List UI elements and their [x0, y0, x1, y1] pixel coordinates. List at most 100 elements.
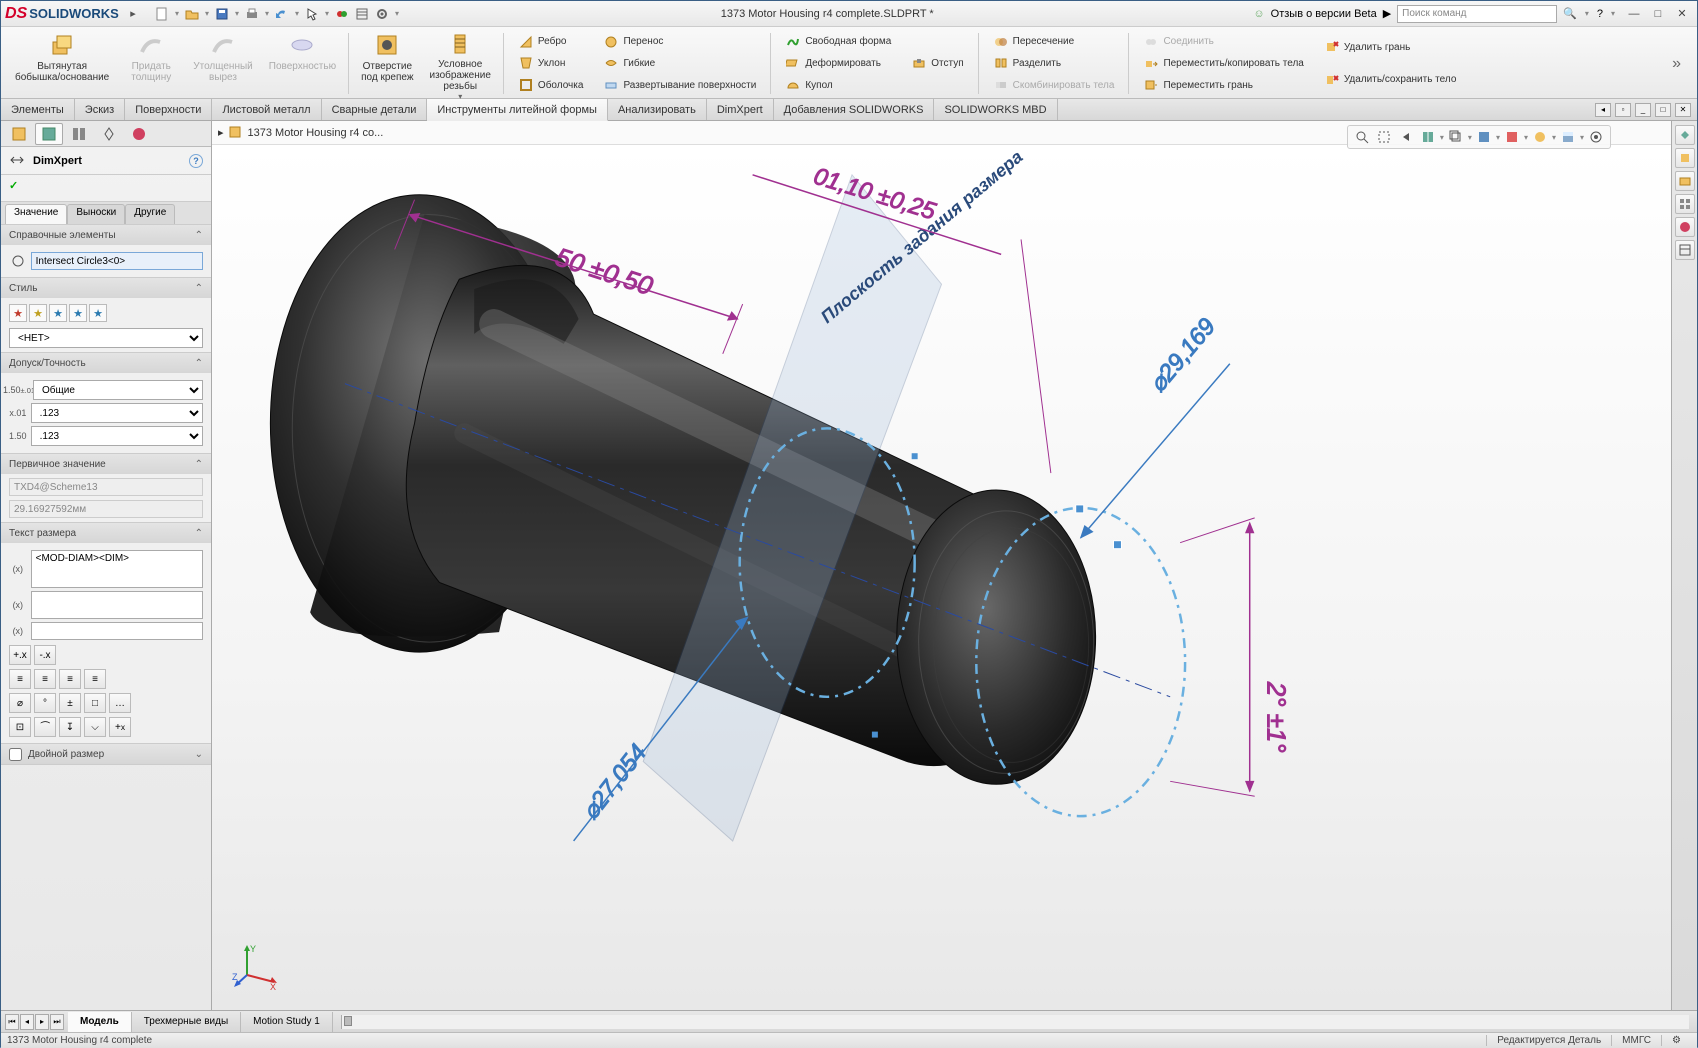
doc-prev-button[interactable]: ◂	[1595, 103, 1611, 117]
justify-left[interactable]: ≡	[9, 669, 31, 689]
search-icon[interactable]: 🔍	[1563, 7, 1577, 20]
hide-show-button[interactable]	[1502, 128, 1522, 146]
bt-next[interactable]: ▸	[35, 1014, 49, 1030]
dimxpert-manager-tab[interactable]	[95, 123, 123, 145]
style-fav-4[interactable]: ★	[69, 304, 87, 322]
tab-surfaces[interactable]: Поверхности	[125, 99, 212, 120]
print-button[interactable]	[243, 5, 261, 23]
view-triad[interactable]: Y X Z	[232, 940, 282, 990]
section-view-button[interactable]	[1418, 128, 1438, 146]
taskpane-custom-props[interactable]	[1675, 240, 1695, 260]
rebuild-button[interactable]	[333, 5, 351, 23]
beta-feedback-link[interactable]: Отзыв о версии Beta	[1271, 8, 1377, 20]
sym-more[interactable]: …	[109, 693, 131, 713]
tab-dimxpert[interactable]: DimXpert	[707, 99, 774, 120]
beta-smiley-icon[interactable]: ☺	[1253, 8, 1264, 20]
ribbon-surface-cut[interactable]: Поверхностью	[263, 29, 342, 98]
ribbon-rib[interactable]: Ребро	[514, 32, 588, 52]
select-button[interactable]	[303, 5, 321, 23]
ribbon-indent[interactable]: Отступ	[907, 54, 967, 74]
ribbon-join[interactable]: Соединить	[1139, 32, 1307, 52]
ribbon-move-face[interactable]: Переместить грань	[1139, 75, 1307, 95]
tol-type-select[interactable]: Общие	[33, 380, 203, 400]
pm-help-button[interactable]: ?	[189, 154, 203, 168]
ribbon-draft[interactable]: Уклон	[514, 53, 588, 73]
justify-right[interactable]: ≡	[59, 669, 81, 689]
tol-prec2-select[interactable]: .123	[31, 426, 203, 446]
handle-4[interactable]	[912, 453, 918, 459]
primary-name-input[interactable]	[9, 478, 203, 496]
geom-2[interactable]: ⏜	[34, 717, 56, 737]
tab-sketch[interactable]: Эскиз	[75, 99, 125, 120]
bt-prev[interactable]: ◂	[20, 1014, 34, 1030]
ribbon-extruded-boss[interactable]: Вытянутая бобышка/основание	[9, 29, 115, 98]
taskpane-resources[interactable]	[1675, 125, 1695, 145]
sym-square[interactable]: □	[84, 693, 106, 713]
style-select[interactable]: <НЕТ>	[9, 328, 203, 348]
section-tolerance[interactable]: Допуск/Точность⌃	[1, 353, 211, 373]
tab-sheetmetal[interactable]: Листовой металл	[212, 99, 321, 120]
settings-button[interactable]	[373, 5, 391, 23]
apply-scene-button[interactable]	[1558, 128, 1578, 146]
tol-prec1-select[interactable]: .123	[31, 403, 203, 423]
style-fav-1[interactable]: ★	[9, 304, 27, 322]
undo-button[interactable]	[273, 5, 291, 23]
subtab-leaders[interactable]: Выноски	[67, 204, 125, 224]
minimize-button[interactable]: —	[1623, 5, 1645, 23]
bt-first[interactable]: ⏮	[5, 1014, 19, 1030]
view-orient-button[interactable]	[1446, 128, 1466, 146]
ribbon-flatten-surface[interactable]: Развертывание поверхности	[599, 75, 760, 95]
tab-weldments[interactable]: Сварные детали	[322, 99, 428, 120]
section-dimtext[interactable]: Текст размера⌃	[1, 523, 211, 543]
tab-moldtools[interactable]: Инструменты литейной формы	[427, 99, 608, 121]
justify-center[interactable]: ≡	[34, 669, 56, 689]
options-button[interactable]	[353, 5, 371, 23]
primary-value-input[interactable]	[9, 500, 203, 518]
dimtext-prefix-input[interactable]	[31, 622, 203, 640]
handle-3[interactable]	[872, 732, 878, 738]
geom-1[interactable]: ⊡	[9, 717, 31, 737]
geom-more[interactable]: +x	[109, 717, 131, 737]
ribbon-freeform[interactable]: Свободная форма	[781, 32, 895, 52]
pm-ok-button[interactable]: ✓	[1, 175, 211, 195]
app-menu-dropdown[interactable]: ▸	[125, 7, 141, 20]
breadcrumb-arrow[interactable]: ▸	[218, 126, 224, 139]
ribbon-overflow[interactable]: »	[1664, 29, 1689, 98]
maximize-button[interactable]: □	[1647, 5, 1669, 23]
viewport-canvas[interactable]: Плоскость задания размера	[212, 145, 1671, 1010]
tab-evaluate[interactable]: Анализировать	[608, 99, 707, 120]
edit-appearance-button[interactable]	[1530, 128, 1550, 146]
display-style-button[interactable]	[1474, 128, 1494, 146]
section-reference[interactable]: Справочные элементы⌃	[1, 225, 211, 245]
sym-degree[interactable]: °	[34, 693, 56, 713]
ribbon-delete-face[interactable]: Удалить грань	[1320, 37, 1461, 57]
display-manager-tab[interactable]	[125, 123, 153, 145]
bottom-tab-3dviews[interactable]: Трехмерные виды	[132, 1012, 241, 1032]
tab-mbd[interactable]: SOLIDWORKS MBD	[934, 99, 1057, 120]
geom-4[interactable]: ⌵	[84, 717, 106, 737]
view-settings-button[interactable]	[1586, 128, 1606, 146]
taskpane-explorer[interactable]	[1675, 171, 1695, 191]
ribbon-delete-body[interactable]: Удалить/сохранить тело	[1320, 70, 1461, 90]
handle-1[interactable]	[1076, 505, 1084, 513]
sym-plusminus[interactable]: ±	[59, 693, 81, 713]
ribbon-combine[interactable]: Скомбинировать тела	[989, 75, 1119, 95]
ref-entity-input[interactable]	[31, 252, 203, 270]
style-fav-5[interactable]: ★	[89, 304, 107, 322]
dt-btn-2[interactable]: -.x	[34, 645, 56, 665]
sym-diameter[interactable]: ⌀	[9, 693, 31, 713]
dim-angle[interactable]: 2° ±1°	[1170, 518, 1289, 796]
doc-close-button[interactable]: ✕	[1675, 103, 1691, 117]
ribbon-intersect[interactable]: Пересечение	[989, 32, 1119, 52]
ribbon-hole-wizard[interactable]: Отверстие под крепеж	[355, 29, 419, 98]
ribbon-thicken-cut[interactable]: Утолщенный вырез	[187, 29, 259, 98]
bottom-scrollbar[interactable]	[341, 1015, 1689, 1029]
taskpane-view-palette[interactable]	[1675, 194, 1695, 214]
ribbon-move-copy-body[interactable]: Переместить/копировать тела	[1139, 53, 1307, 73]
dim-diam-29[interactable]: ⌀29,169	[1081, 313, 1230, 538]
doc-max-button[interactable]: □	[1655, 103, 1671, 117]
style-fav-2[interactable]: ★	[29, 304, 47, 322]
ribbon-flex[interactable]: Гибкие	[599, 53, 760, 73]
command-search-input[interactable]: Поиск команд	[1397, 5, 1557, 23]
justify-both[interactable]: ≡	[84, 669, 106, 689]
